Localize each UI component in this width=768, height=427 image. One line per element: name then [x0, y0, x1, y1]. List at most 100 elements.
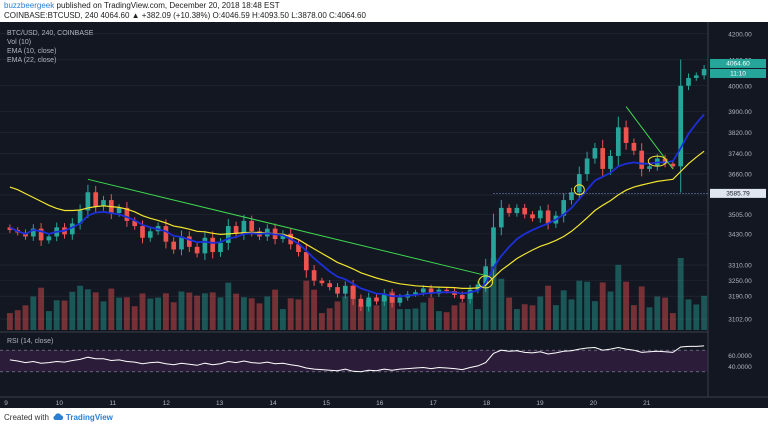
- price-axis[interactable]: 3102.00 3190.00 3250.00 3310.00 3430.00 3505.…: [707, 22, 768, 397]
- volume-bar: [186, 292, 193, 330]
- volume-bar: [591, 301, 598, 330]
- volume-bar: [630, 305, 637, 330]
- created-with-text: Created with: [4, 413, 49, 422]
- candle: [280, 233, 286, 240]
- price-tick-label: 3820.00: [728, 130, 752, 137]
- tradingview-link[interactable]: TradingView: [65, 413, 113, 422]
- volume-bar: [552, 305, 559, 330]
- candle: [475, 284, 481, 290]
- ema22-line: [9, 150, 705, 289]
- volume-bar: [623, 281, 630, 330]
- candle: [163, 226, 169, 242]
- volume-bar: [318, 313, 325, 330]
- rsi-tick-label: 40.0000: [728, 364, 752, 371]
- volume-bar: [240, 297, 247, 330]
- candle: [374, 297, 379, 302]
- rsi-tick-label: 60.0000: [728, 353, 752, 360]
- volume-bar: [334, 301, 341, 330]
- volume-bar: [116, 297, 123, 330]
- candle: [420, 288, 426, 293]
- candle: [30, 228, 36, 237]
- rsi-line: [9, 345, 705, 373]
- time-tick-label: 15: [323, 400, 331, 407]
- candle: [615, 127, 621, 156]
- candle: [194, 246, 200, 254]
- volume-bar: [568, 299, 575, 330]
- price-tick-label: 4200.00: [728, 31, 752, 38]
- volume-bar: [14, 310, 21, 330]
- candle: [537, 210, 543, 219]
- candle: [218, 242, 223, 253]
- volume-bar: [279, 309, 286, 330]
- level-label: 3585.79: [726, 190, 750, 197]
- volume-bar: [584, 281, 591, 330]
- volume-bar: [311, 289, 318, 330]
- highlight-circle: [573, 184, 585, 196]
- candle: [296, 244, 301, 253]
- candle: [545, 210, 551, 224]
- candle: [678, 85, 684, 167]
- volume-bar: [357, 305, 364, 330]
- time-tick-label: 9: [4, 400, 8, 407]
- candle: [303, 252, 309, 271]
- candle: [311, 270, 317, 281]
- volume-bar: [264, 296, 271, 330]
- legend-volume: Vol (10): [7, 39, 31, 46]
- volume-bar: [303, 280, 310, 330]
- time-tick-label: 11: [109, 400, 116, 407]
- trendline: [87, 178, 486, 276]
- time-tick-label: 13: [216, 400, 224, 407]
- volume-bar: [474, 309, 481, 330]
- candle: [210, 237, 216, 253]
- price-tick-label: 3505.00: [728, 212, 752, 219]
- volume-bar: [209, 292, 216, 330]
- volume-bar: [201, 293, 208, 330]
- volume-bar: [701, 295, 708, 330]
- volume-bar: [443, 312, 450, 330]
- candle: [514, 207, 520, 214]
- volume-bar: [139, 293, 146, 330]
- volume-bar: [123, 297, 130, 330]
- candle: [592, 148, 598, 159]
- volume-bar: [170, 302, 177, 330]
- volume-bar: [256, 303, 263, 330]
- volume-bar: [178, 291, 185, 330]
- candle: [249, 220, 255, 232]
- rsi-band: [0, 350, 708, 372]
- candle: [506, 207, 512, 214]
- volume-bar: [615, 264, 622, 330]
- highlight-circle: [647, 155, 667, 167]
- volume-bar: [272, 289, 279, 330]
- volume-bar: [646, 307, 653, 330]
- candle: [576, 174, 582, 193]
- time-axis[interactable]: 9 10 11 12 13 14 15 16 17 18 19 20 21: [0, 396, 768, 407]
- ema-lines: [9, 113, 705, 298]
- volume-bar: [373, 305, 380, 330]
- candle: [319, 280, 325, 284]
- time-tick-label: 16: [376, 400, 384, 407]
- last-price-badge: [710, 58, 766, 68]
- chart-area[interactable]: 3102.00 3190.00 3250.00 3310.00 3430.00 3505.…: [0, 22, 768, 408]
- volume-bar: [295, 299, 302, 330]
- price-tick-label: 3740.00: [728, 151, 752, 158]
- time-tick-label: 17: [430, 400, 438, 407]
- countdown-label: 11:10: [730, 70, 746, 77]
- candle: [132, 220, 138, 227]
- candle: [397, 297, 403, 303]
- volume-bar: [22, 305, 29, 330]
- volume-bar: [217, 297, 224, 330]
- candle: [670, 163, 676, 167]
- candle: [522, 207, 528, 215]
- volume-bar: [326, 308, 333, 330]
- volume-bar: [233, 293, 240, 330]
- volume-bar: [467, 291, 474, 330]
- tradingview-logo-icon: [52, 413, 64, 423]
- price-chart[interactable]: 3102.00 3190.00 3250.00 3310.00 3430.00 3505.…: [0, 22, 768, 408]
- volume-bar: [490, 258, 497, 330]
- candle: [467, 289, 473, 299]
- author-link[interactable]: buzzbeergeek: [4, 1, 55, 10]
- volume-bar: [147, 298, 154, 330]
- last-price-label: 4064.60: [726, 60, 750, 67]
- candle: [171, 241, 177, 250]
- price-tick-label: 3430.00: [728, 231, 752, 238]
